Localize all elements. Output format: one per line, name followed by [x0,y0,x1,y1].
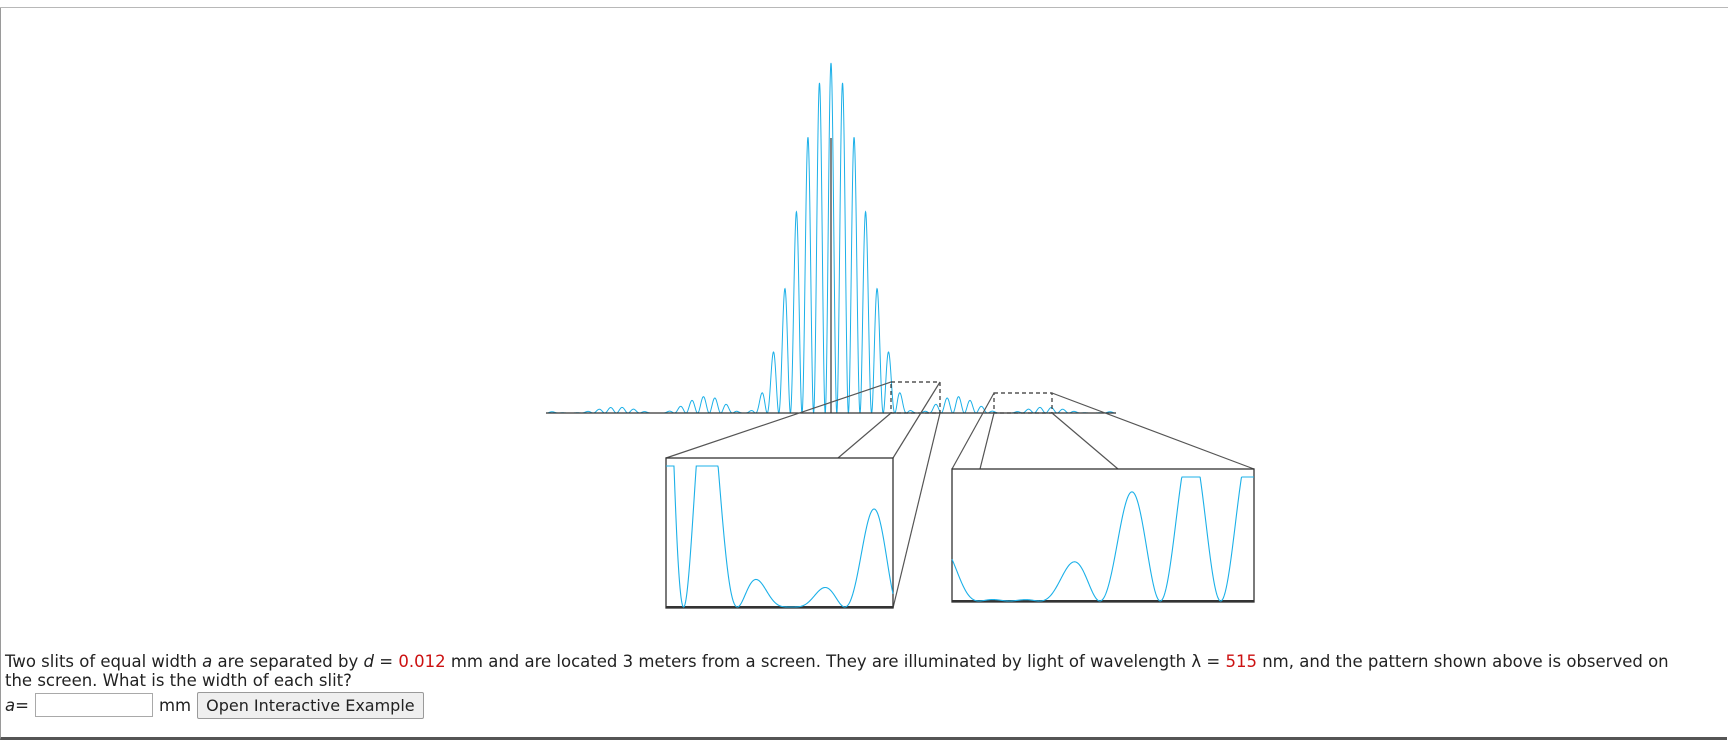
problem-statement: Two slits of equal width a are separated… [5,652,1669,690]
lambda-value: 515 [1225,652,1257,671]
d-value: 0.012 [398,652,446,671]
answer-label-var: a [5,695,16,715]
zoom-box-left [665,457,894,609]
zoom-left-intensity-curve [666,465,894,608]
var-a: a [202,652,213,671]
zoom-region-right [993,392,1053,414]
zoom-right-intensity-curve [951,476,1254,602]
answer-unit: mm [158,695,192,715]
answer-label-eq: = [15,695,29,715]
zoom-connectors-left [665,381,941,609]
zoom-region-left [890,381,941,414]
open-interactive-example-button[interactable]: Open Interactive Example [197,691,424,719]
diffraction-pattern-figure [0,7,1728,609]
zoom-connectors-right [951,392,1255,470]
answer-input[interactable] [34,693,153,717]
zoom-box-right [951,468,1255,603]
answer-row: a = mm Open Interactive Example [5,691,424,719]
var-d: d [363,652,374,671]
